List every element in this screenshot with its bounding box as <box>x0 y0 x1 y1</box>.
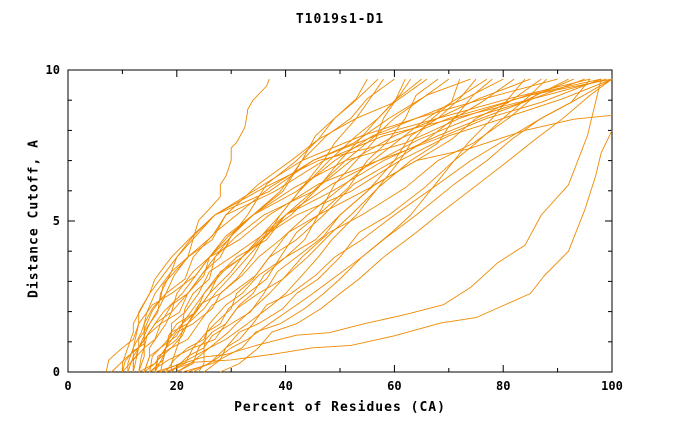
x-tick-label: 0 <box>64 379 71 393</box>
plot-frame <box>67 69 613 373</box>
x-tick-label: 20 <box>170 379 184 393</box>
model-accuracy-curve <box>121 78 613 372</box>
model-accuracy-curve <box>154 78 613 373</box>
model-accuracy-curve <box>165 78 542 373</box>
x-tick-label: 80 <box>496 379 510 393</box>
model-accuracy-curve <box>105 78 602 373</box>
model-accuracy-curve <box>143 78 531 373</box>
model-accuracy-curve <box>176 78 575 373</box>
y-axis-label: Distance Cutoff, A <box>26 139 42 298</box>
x-tick-label: 100 <box>601 379 623 393</box>
model-accuracy-curve <box>170 78 602 372</box>
model-accuracy-curve <box>165 78 439 373</box>
x-tick-label: 60 <box>387 379 401 393</box>
model-accuracy-curve <box>149 78 488 373</box>
model-accuracy-curve <box>165 130 613 373</box>
model-accuracy-curve <box>160 78 569 373</box>
y-tick-label: 0 <box>53 365 60 379</box>
model-accuracy-curve <box>192 78 591 373</box>
x-tick-label: 40 <box>278 379 292 393</box>
y-tick-label: 10 <box>46 63 60 77</box>
model-accuracy-curve <box>149 78 585 373</box>
model-accuracy-curve <box>127 78 591 373</box>
model-accuracy-curve <box>198 114 613 373</box>
model-accuracy-curve <box>176 78 493 373</box>
x-axis-label: Percent of Residues (CA) <box>234 400 446 415</box>
model-accuracy-curve <box>154 78 602 373</box>
chart-title: T1019s1-D1 <box>295 12 385 27</box>
y-tick-label: 5 <box>53 214 60 228</box>
model-accuracy-curve <box>160 78 461 373</box>
model-accuracy-curve <box>203 78 613 373</box>
model-accuracy-curve <box>171 78 477 373</box>
model-accuracy-curve <box>121 78 270 373</box>
model-accuracy-curve <box>143 78 450 373</box>
model-accuracy-curve <box>182 78 526 373</box>
model-accuracy-curve <box>220 78 613 373</box>
